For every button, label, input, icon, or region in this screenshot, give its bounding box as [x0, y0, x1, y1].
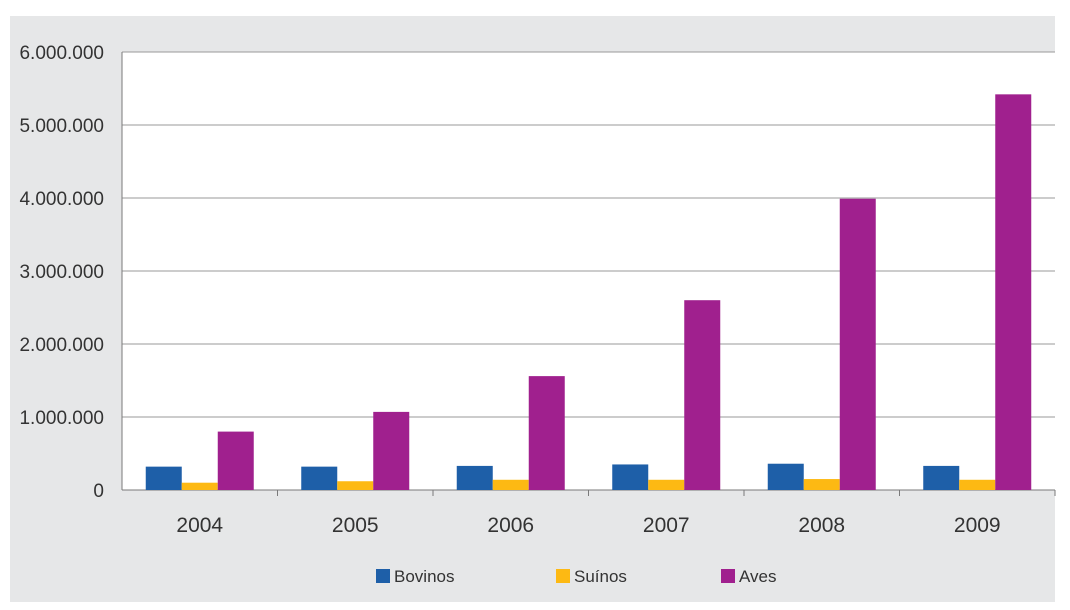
y-tick-label: 2.000.000 [19, 335, 104, 356]
legend-swatch-suínos [556, 569, 570, 583]
bar-aves-2008 [839, 198, 876, 491]
legend-swatch-aves [721, 569, 735, 583]
bar-bovinos-2005 [301, 466, 338, 490]
bar-suínos-2009 [959, 479, 996, 490]
bar-aves-2005 [373, 411, 410, 490]
x-tick-label: 2005 [332, 514, 379, 537]
x-tick-label: 2007 [643, 514, 690, 537]
bar-aves-2009 [995, 94, 1032, 490]
legend-label: Bovinos [394, 567, 454, 586]
y-tick-label: 3.000.000 [19, 262, 104, 283]
bar-suínos-2005 [337, 481, 374, 490]
bar-bovinos-2008 [767, 463, 804, 490]
bar-aves-2007 [684, 300, 721, 490]
x-tick-label: 2008 [798, 514, 845, 537]
bar-aves-2006 [528, 376, 565, 490]
y-tick-label: 5.000.000 [19, 116, 104, 137]
bar-aves-2004 [217, 431, 254, 490]
bar-suínos-2008 [803, 479, 840, 490]
y-tick-label: 4.000.000 [19, 189, 104, 210]
x-tick-label: 2009 [954, 514, 1001, 537]
bar-suínos-2007 [648, 479, 685, 490]
x-tick-label: 2006 [487, 514, 534, 537]
y-tick-label: 6.000.000 [19, 43, 104, 64]
bar-bovinos-2006 [456, 465, 493, 490]
bar-suínos-2004 [181, 482, 218, 490]
bar-suínos-2006 [492, 479, 529, 490]
legend-label: Aves [739, 567, 777, 586]
legend-label: Suínos [574, 567, 627, 586]
bar-bovinos-2004 [145, 466, 182, 490]
x-tick-label: 2004 [176, 514, 223, 537]
bar-bovinos-2007 [612, 464, 649, 490]
y-tick-label: 1.000.000 [19, 408, 104, 429]
bar-bovinos-2009 [923, 465, 960, 490]
y-tick-label: 0 [93, 481, 104, 502]
legend-swatch-bovinos [376, 569, 390, 583]
